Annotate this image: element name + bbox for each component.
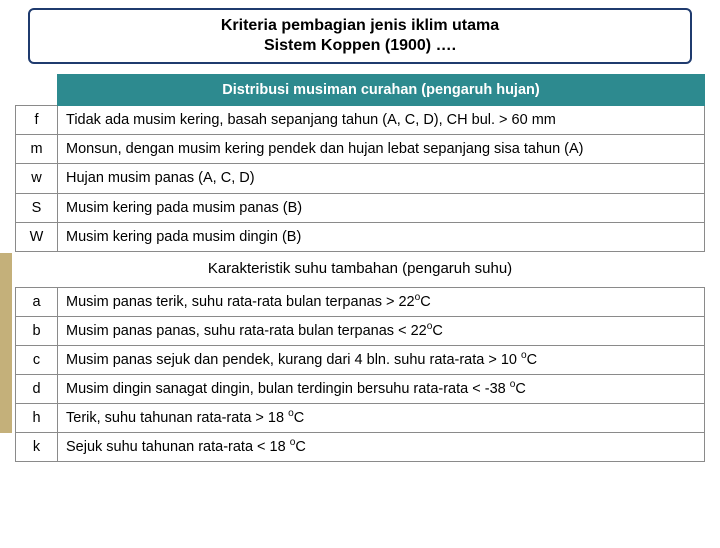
desc-cell: Tidak ada musim kering, basah sepanjang …	[58, 106, 705, 135]
code-cell: S	[16, 193, 58, 222]
section1-header-row: Distribusi musiman curahan (pengaruh huj…	[16, 75, 705, 106]
section1-header: Distribusi musiman curahan (pengaruh huj…	[58, 75, 705, 106]
desc-cell: Musim panas panas, suhu rata-rata bulan …	[58, 316, 705, 345]
table-row: dMusim dingin sanagat dingin, bulan terd…	[16, 374, 705, 403]
code-cell: c	[16, 345, 58, 374]
header-gap	[16, 75, 58, 106]
table-row: cMusim panas sejuk dan pendek, kurang da…	[16, 345, 705, 374]
code-cell: m	[16, 135, 58, 164]
section2-header-row: Karakteristik suhu tambahan (pengaruh su…	[16, 251, 705, 287]
desc-cell: Hujan musim panas (A, C, D)	[58, 164, 705, 193]
table-row: aMusim panas terik, suhu rata-rata bulan…	[16, 287, 705, 316]
table-row: fTidak ada musim kering, basah sepanjang…	[16, 106, 705, 135]
desc-cell: Musim kering pada musim panas (B)	[58, 193, 705, 222]
code-cell: f	[16, 106, 58, 135]
code-cell: k	[16, 433, 58, 462]
code-cell: h	[16, 404, 58, 433]
desc-cell: Monsun, dengan musim kering pendek dan h…	[58, 135, 705, 164]
code-cell: w	[16, 164, 58, 193]
table-row: kSejuk suhu tahunan rata-rata < 18 oC	[16, 433, 705, 462]
section2-header: Karakteristik suhu tambahan (pengaruh su…	[16, 251, 705, 287]
desc-cell: Musim panas sejuk dan pendek, kurang dar…	[58, 345, 705, 374]
table-row: WMusim kering pada musim dingin (B)	[16, 222, 705, 251]
desc-cell: Musim panas terik, suhu rata-rata bulan …	[58, 287, 705, 316]
desc-cell: Musim dingin sanagat dingin, bulan terdi…	[58, 374, 705, 403]
desc-cell: Musim kering pada musim dingin (B)	[58, 222, 705, 251]
table-row: SMusim kering pada musim panas (B)	[16, 193, 705, 222]
title-box: Kriteria pembagian jenis iklim utama Sis…	[28, 8, 692, 64]
climate-table: Distribusi musiman curahan (pengaruh huj…	[15, 74, 705, 462]
table-row: bMusim panas panas, suhu rata-rata bulan…	[16, 316, 705, 345]
title-line2: Sistem Koppen (1900) ….	[40, 36, 680, 56]
table-row: wHujan musim panas (A, C, D)	[16, 164, 705, 193]
code-cell: a	[16, 287, 58, 316]
code-cell: W	[16, 222, 58, 251]
code-cell: d	[16, 374, 58, 403]
code-cell: b	[16, 316, 58, 345]
decorative-sidebar	[0, 253, 12, 433]
title-line1: Kriteria pembagian jenis iklim utama	[40, 16, 680, 36]
table-row: mMonsun, dengan musim kering pendek dan …	[16, 135, 705, 164]
desc-cell: Terik, suhu tahunan rata-rata > 18 oC	[58, 404, 705, 433]
desc-cell: Sejuk suhu tahunan rata-rata < 18 oC	[58, 433, 705, 462]
table-row: hTerik, suhu tahunan rata-rata > 18 oC	[16, 404, 705, 433]
